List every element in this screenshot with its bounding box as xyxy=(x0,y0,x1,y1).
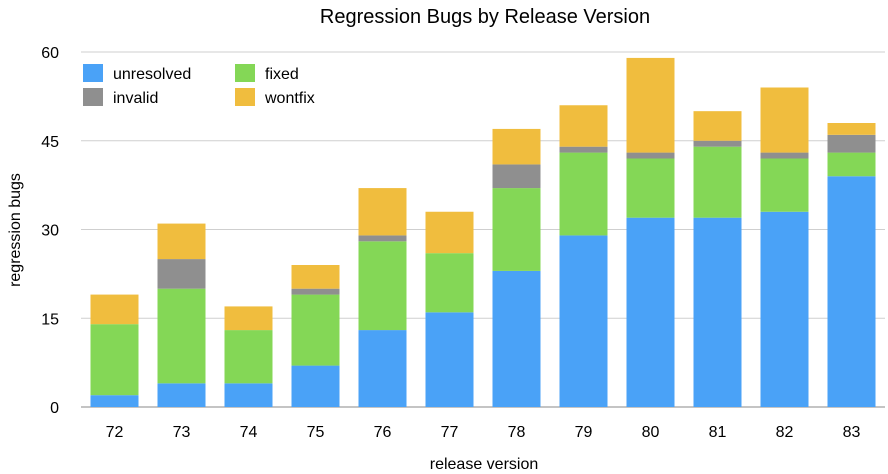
bar-wontfix-74 xyxy=(224,306,273,331)
bar-unresolved-73 xyxy=(157,383,206,407)
bar-fixed-79 xyxy=(559,152,608,236)
bar-invalid-73 xyxy=(157,259,206,289)
bars xyxy=(90,57,876,407)
bar-wontfix-77 xyxy=(425,211,474,254)
bar-fixed-77 xyxy=(425,253,474,313)
bar-wontfix-82 xyxy=(760,87,809,153)
bar-fixed-81 xyxy=(693,146,742,218)
bar-unresolved-80 xyxy=(626,217,675,407)
legend: unresolved fixed invalid wontfix xyxy=(83,64,315,107)
x-tick-label: 81 xyxy=(709,424,727,441)
bar-unresolved-78 xyxy=(492,270,541,407)
bar-fixed-80 xyxy=(626,158,675,218)
legend-swatch-unresolved xyxy=(83,64,103,82)
y-tick-label: 60 xyxy=(41,45,59,62)
y-tick-label: 15 xyxy=(41,311,59,328)
y-tick-label: 45 xyxy=(41,134,59,151)
x-tick-label: 74 xyxy=(240,424,258,441)
x-axis-label: release version xyxy=(430,456,539,473)
x-tick-label: 83 xyxy=(843,424,861,441)
bar-wontfix-83 xyxy=(827,123,876,135)
y-tick-label: 0 xyxy=(50,400,59,417)
legend-label-fixed: fixed xyxy=(265,66,299,83)
bar-fixed-73 xyxy=(157,288,206,384)
x-tick-label: 72 xyxy=(106,424,124,441)
bar-wontfix-73 xyxy=(157,223,206,260)
bar-unresolved-82 xyxy=(760,211,809,407)
bar-invalid-83 xyxy=(827,134,876,153)
legend-swatch-fixed xyxy=(235,64,255,82)
x-tick-label: 77 xyxy=(441,424,459,441)
bar-fixed-78 xyxy=(492,188,541,271)
grid-lines xyxy=(81,51,885,408)
bar-unresolved-77 xyxy=(425,312,474,407)
x-tick-label: 73 xyxy=(173,424,191,441)
bar-invalid-82 xyxy=(760,152,809,159)
y-tick-label: 30 xyxy=(41,223,59,240)
bar-wontfix-72 xyxy=(90,294,139,325)
bar-invalid-75 xyxy=(291,288,340,295)
x-tick-label: 80 xyxy=(642,424,660,441)
bar-unresolved-83 xyxy=(827,176,876,407)
legend-swatch-invalid xyxy=(83,88,103,106)
y-tick-labels: 0 15 30 45 60 xyxy=(41,45,59,417)
bar-fixed-75 xyxy=(291,294,340,366)
x-tick-label: 75 xyxy=(307,424,325,441)
bar-wontfix-80 xyxy=(626,57,675,153)
bar-unresolved-76 xyxy=(358,330,407,407)
bar-wontfix-76 xyxy=(358,188,407,236)
bar-invalid-79 xyxy=(559,146,608,153)
bar-fixed-74 xyxy=(224,330,273,384)
bar-wontfix-81 xyxy=(693,111,742,141)
bar-unresolved-74 xyxy=(224,383,273,407)
bar-unresolved-81 xyxy=(693,217,742,407)
bar-invalid-80 xyxy=(626,152,675,159)
bar-wontfix-78 xyxy=(492,128,541,165)
x-tick-label: 78 xyxy=(508,424,526,441)
bar-invalid-81 xyxy=(693,140,742,147)
bar-wontfix-79 xyxy=(559,105,608,147)
x-tick-labels: 72 73 74 75 76 77 78 79 80 81 82 83 xyxy=(106,424,861,441)
x-tick-label: 82 xyxy=(776,424,794,441)
bar-invalid-78 xyxy=(492,164,541,189)
bar-wontfix-75 xyxy=(291,265,340,289)
chart-title: Regression Bugs by Release Version xyxy=(320,6,650,28)
bar-fixed-82 xyxy=(760,158,809,212)
x-tick-label: 76 xyxy=(374,424,392,441)
bar-invalid-76 xyxy=(358,235,407,242)
legend-label-wontfix: wontfix xyxy=(264,90,315,107)
legend-label-invalid: invalid xyxy=(113,90,158,107)
bar-unresolved-75 xyxy=(291,365,340,407)
bar-fixed-83 xyxy=(827,152,876,177)
legend-swatch-wontfix xyxy=(235,88,255,106)
bar-fixed-76 xyxy=(358,241,407,331)
bar-unresolved-72 xyxy=(90,395,139,407)
y-axis-label: regression bugs xyxy=(7,173,24,287)
bar-fixed-72 xyxy=(90,324,139,396)
bar-unresolved-79 xyxy=(559,235,608,407)
x-tick-label: 79 xyxy=(575,424,593,441)
legend-label-unresolved: unresolved xyxy=(113,66,191,83)
